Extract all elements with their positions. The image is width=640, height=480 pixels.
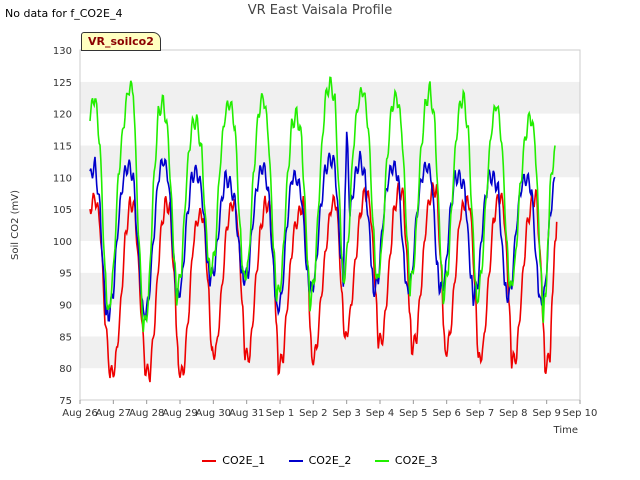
legend-label: CO2E_1 (222, 454, 266, 467)
legend-item-co2e-1: CO2E_1 (202, 454, 265, 467)
grid-band (80, 113, 580, 146)
plot-frame (79, 49, 581, 401)
y-tick-label: 85 (59, 332, 72, 343)
x-tick-label: Sep 8 (499, 408, 527, 419)
y-tick-label: 90 (59, 301, 72, 312)
series-lines (89, 76, 558, 383)
x-axis-label: Time (553, 425, 578, 436)
legend-swatch-co2e-2 (288, 460, 303, 462)
series-line-co2e-3 (89, 76, 556, 332)
x-tick-label: Aug 28 (129, 408, 164, 419)
legend-label: CO2E_2 (308, 454, 352, 467)
x-tick-label: Aug 27 (96, 408, 131, 419)
y-tick-label: 120 (53, 110, 72, 121)
x-tick-label: Aug 30 (196, 408, 231, 419)
plot-background (80, 50, 580, 400)
grid-band (80, 304, 580, 337)
x-tick-label: Sep 9 (532, 408, 560, 419)
legend-label: CO2E_3 (394, 454, 438, 467)
x-tick-label: Sep 7 (466, 408, 494, 419)
grid-band (80, 336, 580, 369)
x-tick-label: Aug 29 (162, 408, 197, 419)
x-tick-label: Sep 6 (432, 408, 460, 419)
x-tick-label: Aug 26 (62, 408, 97, 419)
y-tick-label: 125 (53, 78, 72, 89)
legend-swatch-co2e-1 (202, 460, 217, 462)
x-tick-label: Sep 2 (299, 408, 327, 419)
y-tick-label: 130 (53, 46, 72, 57)
x-tick-label: Sep 1 (266, 408, 294, 419)
y-tick-label: 75 (59, 396, 72, 407)
y-tick-label: 115 (53, 141, 72, 152)
y-tick-label: 100 (53, 237, 72, 248)
y-axis-label: Soil CO2 (mV) (10, 190, 21, 260)
grid-band (80, 272, 580, 305)
x-tick-label: Sep 5 (399, 408, 427, 419)
grid-band (80, 240, 580, 273)
no-data-note: No data for f_CO2E_4 (5, 7, 123, 20)
legend: CO2E_1 CO2E_2 CO2E_3 (0, 454, 640, 467)
y-axis: 75 80 85 90 95 100 105 110 115 120 125 130 (53, 46, 72, 407)
grid-band (80, 50, 580, 82)
x-tick-label: Sep 4 (366, 408, 394, 419)
legend-item-co2e-3: CO2E_3 (374, 454, 438, 467)
x-tick-label: Sep 10 (563, 408, 598, 419)
y-tick-label: 105 (53, 205, 72, 216)
grid-band (80, 368, 580, 400)
site-badge: VR_soilco2 (81, 32, 161, 51)
y-tick-label: 110 (53, 173, 72, 184)
legend-swatch-co2e-3 (374, 460, 389, 462)
legend-item-co2e-2: CO2E_2 (288, 454, 352, 467)
y-tick-label: 95 (59, 269, 72, 280)
y-tick-label: 80 (59, 364, 72, 375)
x-tick-label: Sep 3 (332, 408, 360, 419)
x-tick-label: Aug 31 (229, 408, 264, 419)
chart-title: VR East Vaisala Profile (247, 3, 393, 18)
